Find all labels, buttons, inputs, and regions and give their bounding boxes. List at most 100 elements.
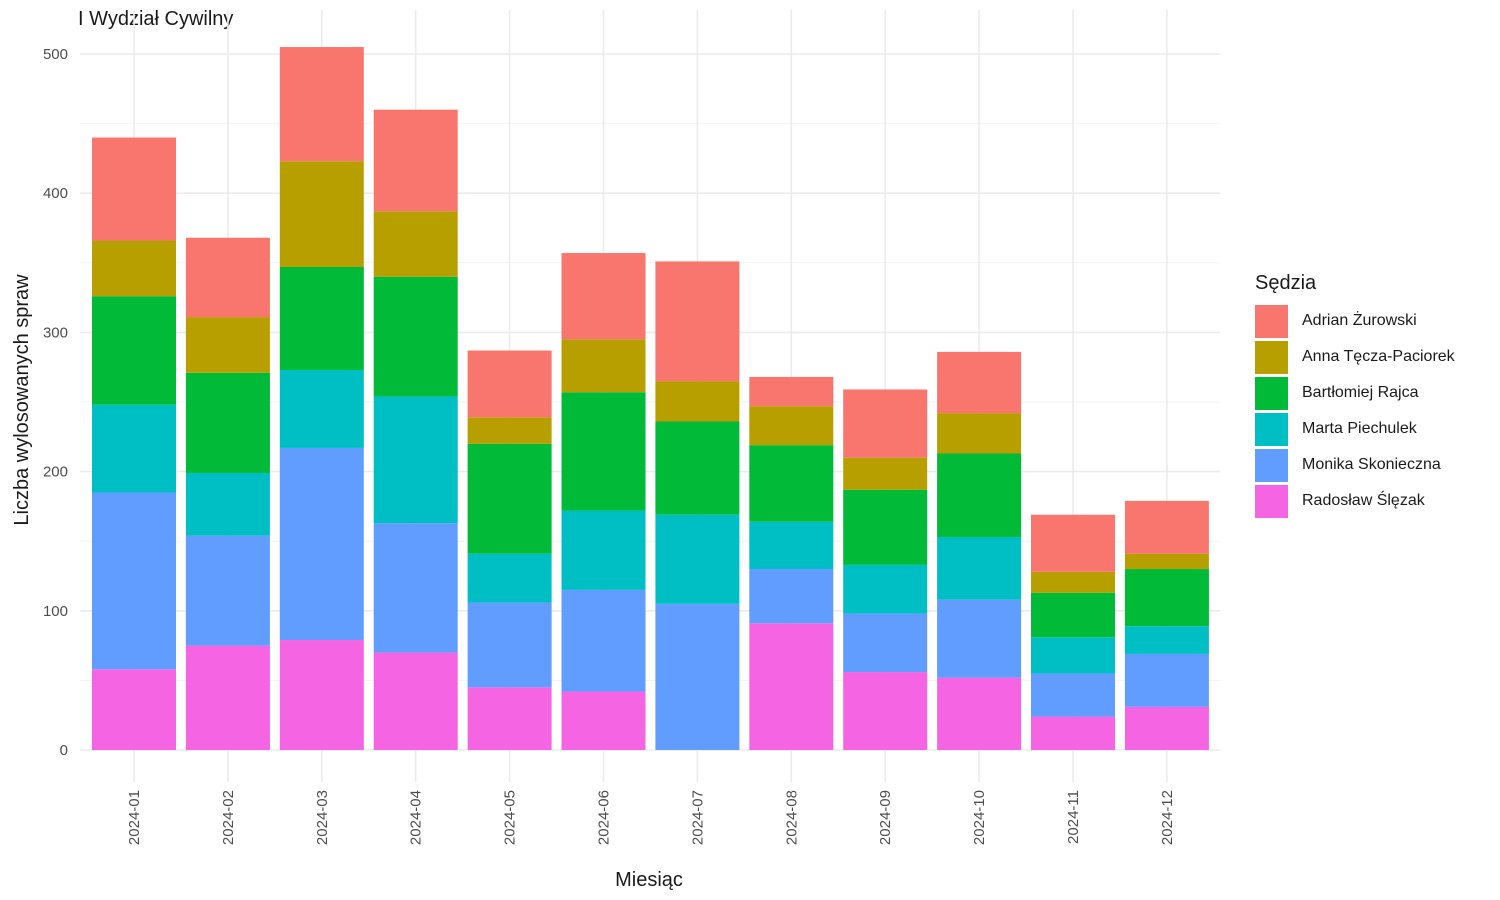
legend-label: Bartłomiej Rajca: [1302, 384, 1419, 401]
bar-segment: [937, 453, 1022, 538]
legend-label: Marta Piechulek: [1302, 420, 1417, 437]
bar-segment: [373, 109, 458, 212]
y-tick-label: 0: [60, 742, 68, 759]
bar-segment: [561, 253, 646, 340]
bar-segment: [279, 47, 364, 162]
legend-item: Marta Piechulek: [1255, 411, 1455, 447]
bar-segment: [1124, 626, 1209, 654]
legend-swatch: [1255, 412, 1288, 446]
bar-segment: [749, 521, 834, 570]
legend-item: Radosław Ślęzak: [1255, 483, 1455, 519]
y-tick-label: 300: [43, 324, 68, 341]
legend-label: Radosław Ślęzak: [1302, 492, 1425, 509]
bar-segment: [561, 589, 646, 692]
bar-segment: [937, 599, 1022, 678]
bar-segment: [185, 472, 270, 536]
x-tick-label: 2024-11: [1065, 790, 1082, 844]
bar-segment: [655, 514, 740, 604]
bar-segment: [749, 406, 834, 446]
bar-segment: [749, 445, 834, 522]
bar-segment: [279, 640, 364, 750]
legend-swatch: [1255, 304, 1288, 338]
bar-segment: [92, 296, 176, 405]
bar-segment: [843, 389, 928, 458]
legend: Sędzia Adrian Żurowski Anna Tęcza-Paciore…: [1255, 272, 1455, 519]
x-tick-label: 2024-02: [220, 790, 237, 845]
bar-segment: [843, 457, 928, 490]
bar-segment: [1031, 571, 1115, 593]
bar-segment: [937, 413, 1022, 454]
bar-segment: [843, 564, 928, 614]
bar-segment: [467, 553, 552, 603]
legend-item: Bartłomiej Rajca: [1255, 375, 1455, 411]
bar-segment: [467, 350, 552, 418]
bar-segment: [92, 492, 176, 670]
x-tick-label: 2024-05: [502, 790, 519, 845]
bar-segment: [279, 369, 364, 448]
y-tick-labels: 0 100 200 300 400 500: [43, 46, 68, 759]
y-tick-label: 200: [43, 464, 68, 481]
legend-item: Monika Skonieczna: [1255, 447, 1455, 483]
bar-segment: [279, 266, 364, 370]
legend-swatch: [1255, 376, 1288, 410]
bar-segment: [843, 672, 928, 750]
bar-segment: [561, 392, 646, 511]
bar-segment: [1031, 673, 1115, 717]
bar-segment: [373, 276, 458, 397]
bar-segment: [467, 443, 552, 554]
bar-segment: [655, 261, 740, 382]
bar-segment: [561, 339, 646, 393]
bar-segment: [1031, 592, 1115, 638]
x-tick-label: 2024-10: [971, 790, 988, 845]
bar-segment: [655, 421, 740, 515]
bar-segment: [373, 211, 458, 277]
bar-segment: [1031, 514, 1115, 572]
bar-segment: [749, 376, 834, 407]
legend-item: Anna Tęcza-Paciorek: [1255, 339, 1455, 375]
bar-segment: [843, 489, 928, 565]
bar-segment: [561, 691, 646, 750]
bar-segment: [1124, 569, 1209, 627]
legend-items: Adrian Żurowski Anna Tęcza-Paciorek Bartło…: [1255, 303, 1455, 519]
chart-title: I Wydział Cywilny: [78, 8, 234, 30]
x-tick-label: 2024-07: [689, 790, 706, 845]
x-axis-label: Miesiąc: [615, 869, 683, 891]
bar-segment: [655, 603, 740, 750]
bar-segment: [185, 317, 270, 373]
bar-segment: [92, 669, 176, 750]
x-tick-label: 2024-06: [596, 790, 613, 845]
bar-segment: [561, 510, 646, 590]
bar-segment: [185, 535, 270, 646]
y-axis-label: Liczba wylosowanych spraw: [11, 274, 33, 526]
bar-segment: [373, 396, 458, 524]
y-tick-label: 400: [43, 185, 68, 202]
bar-segment: [373, 652, 458, 750]
bar-segment: [279, 447, 364, 641]
bar-segment: [279, 161, 364, 267]
bar-segment: [185, 237, 270, 318]
bar-segment: [185, 372, 270, 473]
x-tick-label: 2024-12: [1159, 790, 1176, 845]
bar-segment: [655, 381, 740, 422]
x-tick-label: 2024-09: [877, 790, 894, 845]
legend-swatch: [1255, 340, 1288, 374]
x-tick-label: 2024-03: [314, 790, 331, 845]
x-tick-label: 2024-04: [408, 790, 425, 845]
bar-segment: [467, 602, 552, 688]
bar-segment: [937, 537, 1022, 600]
bar-segment: [937, 351, 1022, 414]
legend-swatch: [1255, 448, 1288, 482]
y-tick-label: 100: [43, 603, 68, 620]
legend-label: Anna Tęcza-Paciorek: [1302, 348, 1455, 365]
bar-segment: [1124, 553, 1209, 570]
bar-segment: [937, 677, 1022, 750]
bar-segment: [92, 240, 176, 297]
bar-segment: [467, 417, 552, 444]
bars-group: [92, 47, 1209, 750]
bar-segment: [1031, 716, 1115, 750]
bar-segment: [92, 404, 176, 493]
x-tick-label: 2024-08: [783, 790, 800, 845]
bar-segment: [1124, 653, 1209, 707]
bar-segment: [749, 623, 834, 750]
